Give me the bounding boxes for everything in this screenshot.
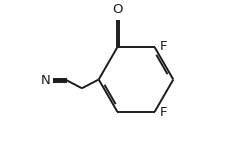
Text: N: N [41, 74, 51, 87]
Text: O: O [112, 3, 123, 16]
Text: F: F [160, 40, 167, 53]
Text: F: F [160, 106, 167, 119]
